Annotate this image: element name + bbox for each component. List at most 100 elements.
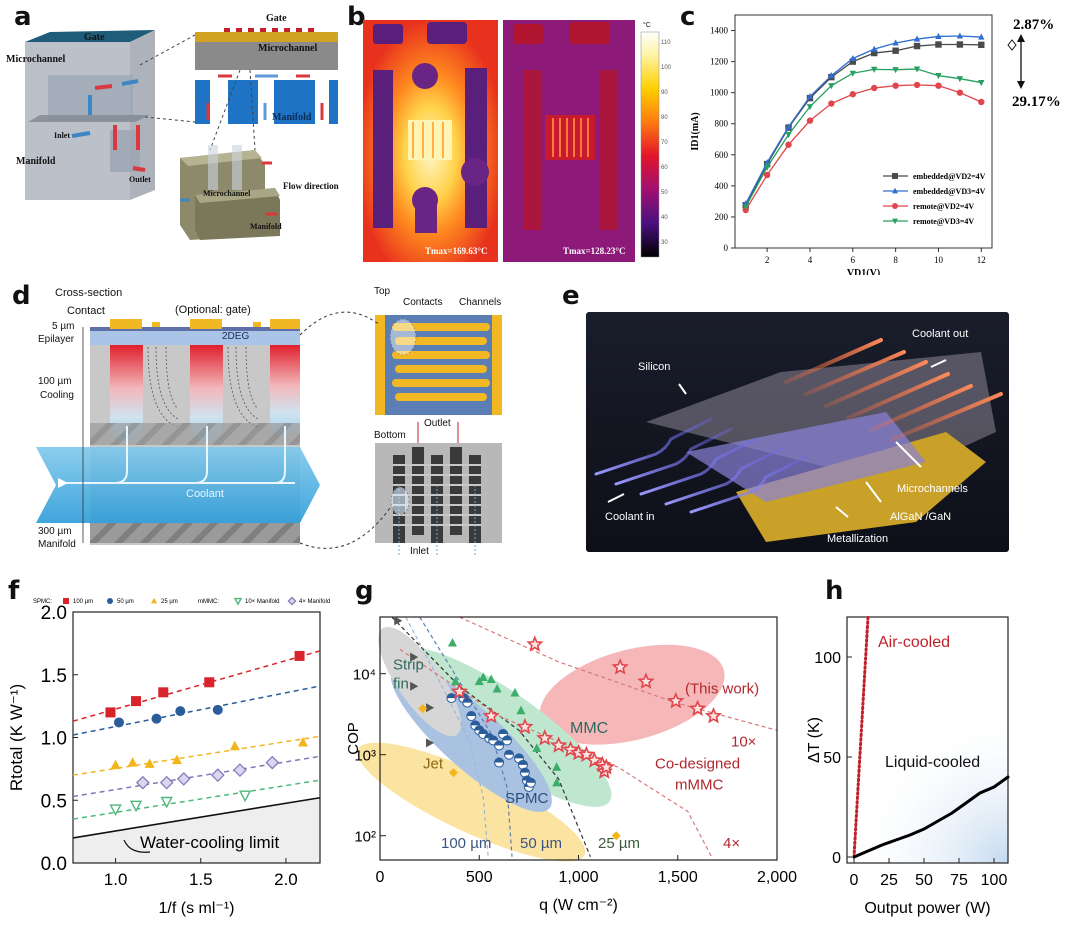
x-tick-label: 100 — [981, 872, 1008, 889]
data-point — [175, 706, 186, 717]
data-point — [446, 693, 457, 704]
legend-marker — [63, 598, 69, 604]
data-point — [956, 89, 964, 96]
colorbar-ticks: 110 100 90 80 70 60 50 40 30 — [661, 40, 681, 250]
tmax-embedded: Tmax=169.63°C — [425, 246, 488, 256]
colorbar-tick: 100 — [661, 65, 672, 71]
metallization-label: Metallization — [827, 533, 889, 545]
data-point — [785, 123, 792, 130]
x-tick-label: 1,000 — [558, 869, 598, 886]
inlet-arrow — [71, 131, 91, 138]
panel-e: e Silicon Coolant out Coolant in Microch… — [540, 275, 1073, 565]
panel-label: d — [12, 281, 31, 311]
data-point — [785, 141, 792, 148]
region-co-designed — [539, 644, 725, 745]
x-tick-label: 1,500 — [658, 869, 698, 886]
data-point — [892, 67, 899, 74]
cooling-label: Cooling — [40, 390, 74, 401]
panel-label: g — [355, 576, 374, 606]
data-point — [494, 740, 505, 751]
chart-g: 10² 10³ 10⁴ 0 500 1,000 1,500 2,000 Strip fin Jet S… — [345, 616, 797, 914]
chart-h: 0 50 100 0 25 50 75 100 Air-cooled Liquid-cooled O… — [806, 615, 1010, 917]
microchannel-layer — [195, 42, 338, 70]
data-point — [978, 98, 985, 106]
series-label: Air-cooled — [878, 634, 950, 651]
guide-10x — [459, 616, 778, 731]
limit-pointer — [123, 839, 151, 853]
optional-gate — [253, 322, 261, 327]
series-2 — [742, 81, 985, 214]
panel-label: c — [680, 2, 696, 32]
curve-label: 50 µm — [520, 835, 562, 852]
panel-b: b — [347, 0, 681, 270]
data-point — [597, 758, 615, 775]
series-3 — [447, 637, 562, 787]
colorbar-tick: 60 — [661, 165, 668, 171]
data-point — [667, 691, 685, 709]
data-point — [492, 683, 502, 693]
gate-layer — [195, 32, 338, 42]
panel-d: d — [0, 275, 540, 560]
data-point — [159, 775, 174, 790]
data-point — [806, 117, 814, 124]
inlet-label: Inlet — [410, 546, 429, 557]
colorbar-tick: 30 — [661, 240, 668, 246]
x-tick-label: 1.5 — [189, 870, 213, 889]
x-tick-label: 2.0 — [274, 870, 298, 889]
region-label: SPMC — [505, 790, 549, 807]
series-4 — [72, 755, 321, 798]
data-point — [498, 729, 509, 740]
data-point — [552, 762, 562, 771]
region-label: fin — [393, 676, 409, 693]
legend-label: 50 µm — [117, 599, 134, 605]
panel-c: c 0 200 400 600 800 1000 1200 1400 2 4 6 8 10 12 embed… — [680, 0, 1073, 275]
guide-100um — [405, 616, 489, 857]
panel-label: f — [8, 576, 20, 606]
x-axis-label: q (W cm⁻²) — [539, 897, 618, 914]
data-point — [742, 204, 749, 211]
y-tick-label: 50 — [823, 750, 841, 767]
data-point — [426, 703, 435, 713]
top-label: Top — [374, 286, 391, 297]
block-outlet-label: Outlet — [129, 175, 151, 184]
data-point — [129, 800, 143, 813]
data-point — [478, 672, 488, 682]
limit-region — [73, 797, 320, 863]
series-0 — [72, 650, 321, 722]
data-point — [516, 705, 526, 715]
limit-label: Water-cooling limit — [140, 833, 279, 852]
data-point — [913, 35, 921, 42]
detail-manifold-label: Manifold — [250, 222, 282, 231]
data-point — [113, 717, 124, 728]
data-point — [127, 757, 138, 767]
series-3 — [72, 779, 321, 820]
water-cooling-limit-line — [72, 796, 321, 839]
series-0 — [742, 41, 985, 209]
curve-label: 100 µm — [441, 835, 491, 852]
cooling-channel — [270, 345, 300, 436]
data-point — [297, 737, 308, 747]
callout-arrow — [299, 507, 391, 549]
data-point — [913, 42, 921, 50]
data-point — [265, 755, 280, 770]
legend-label: embedded@VD3=4V — [913, 187, 986, 196]
data-point — [536, 729, 554, 746]
series-label: Liquid-cooled — [885, 754, 980, 771]
plot-frame — [846, 616, 1009, 864]
guide-4x — [399, 648, 713, 858]
legend-group: SPMC: — [33, 599, 52, 605]
detail-microchannel-label: Microchannel — [203, 189, 251, 198]
colorbar — [640, 31, 660, 258]
zoom-line — [139, 34, 196, 66]
series-1 — [418, 704, 621, 841]
hatch-layer — [90, 423, 300, 445]
series-1 — [72, 685, 321, 736]
data-point — [448, 768, 458, 778]
colorbar-unit: °C — [643, 22, 651, 29]
legend-marker — [892, 173, 898, 179]
data-point — [109, 804, 122, 817]
data-point — [212, 704, 223, 715]
data-point — [204, 677, 215, 688]
data-point — [210, 768, 225, 782]
section-manifold-label: Manifold — [272, 112, 312, 123]
